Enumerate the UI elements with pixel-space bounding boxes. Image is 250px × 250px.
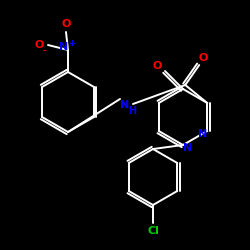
Text: -: - <box>42 46 46 56</box>
Text: O: O <box>152 61 162 71</box>
Text: O: O <box>61 19 71 29</box>
Text: O: O <box>198 53 208 63</box>
Text: O: O <box>34 40 44 50</box>
Text: N: N <box>120 100 130 110</box>
Text: Cl: Cl <box>147 226 159 236</box>
Text: N: N <box>198 129 207 139</box>
Text: N: N <box>184 143 192 153</box>
Text: H: H <box>128 106 136 116</box>
Text: N: N <box>60 42 68 52</box>
Text: +: + <box>68 38 75 48</box>
